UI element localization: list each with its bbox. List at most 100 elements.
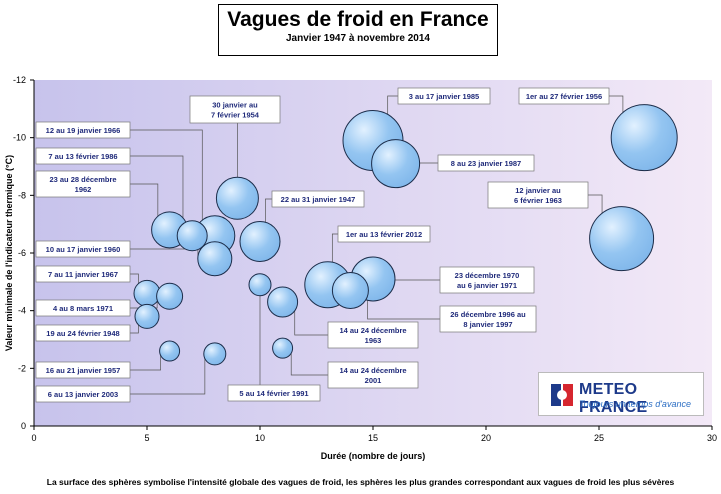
bubble-label-box (518, 87, 610, 105)
x-tick-label: 10 (255, 433, 265, 443)
bubble-label-text: 14 au 24 décembre (339, 366, 406, 375)
bubble-label-text: 4 au 8 mars 1971 (53, 304, 113, 313)
axes: 0 5 10 15 20 25 30 0 -2 -4 -6 -8 -10 -12 (13, 75, 717, 443)
bubble-label-text: 23 au 28 décembre (49, 175, 116, 184)
data-bubble (331, 271, 369, 309)
meteo-france-logo: METEO FRANCE Toujours un temps d'avance (538, 372, 704, 416)
bubble-label-box (189, 95, 281, 124)
y-tick-label: -12 (13, 75, 26, 85)
x-tick-label: 20 (481, 433, 491, 443)
x-tick-label: 15 (368, 433, 378, 443)
x-tick-label: 30 (707, 433, 717, 443)
data-bubble (267, 286, 299, 318)
bubble-label-text: 26 décembre 1996 au (450, 310, 526, 319)
bubble-label-box (271, 190, 365, 208)
y-tick-label: 0 (21, 421, 26, 431)
bubble-label-text: 5 au 14 février 1991 (239, 389, 308, 398)
y-tick-label: -8 (18, 190, 26, 200)
leader-line (609, 95, 624, 113)
bubble-label-box (439, 305, 537, 333)
bubbles (133, 104, 678, 366)
data-bubble (159, 340, 181, 362)
leader-line (130, 355, 161, 371)
bubble-label-text: 12 janvier au (515, 186, 561, 195)
data-bubble (156, 282, 184, 310)
bubble-label-box (35, 240, 131, 258)
bubble-label-box (35, 121, 131, 139)
bubble-label-box (327, 321, 419, 349)
bubble-label-text: 7 au 11 janvier 1967 (48, 270, 118, 279)
leader-line (130, 358, 206, 395)
logo-name: METEO FRANCE (579, 381, 648, 416)
bubble-label-box (35, 265, 131, 283)
bubble-label-text: 6 février 1963 (514, 196, 562, 205)
bubble-label-text: 23 décembre 1970 (455, 271, 520, 280)
data-bubble (133, 279, 161, 307)
leader-line (331, 233, 338, 263)
footnote: La surface des sphères symbolise l'inten… (46, 477, 675, 487)
bubble-label-text: 2001 (365, 376, 382, 385)
data-bubble (215, 176, 259, 220)
bubble-label-box (35, 299, 131, 317)
leader-line (265, 198, 272, 223)
leader-line (130, 155, 184, 224)
chart-subtitle: Janvier 1947 à novembre 2014 (286, 33, 430, 44)
data-bubble (589, 206, 655, 272)
bubble-label-text: au 6 janvier 1971 (457, 281, 517, 290)
meteo-france-logo-icon (551, 384, 573, 406)
leader-line (387, 95, 398, 115)
y-axis-label: Valeur minimale de l'indicateur thermiqu… (4, 155, 14, 351)
leader-line (588, 194, 603, 214)
bubble-label-box (35, 147, 131, 165)
bubble-label-box (337, 225, 431, 243)
bubble-label-text: 19 au 24 février 1948 (46, 329, 119, 338)
data-bubble (371, 139, 421, 189)
data-bubble (248, 273, 272, 297)
leader-line (290, 353, 328, 376)
data-bubble (134, 303, 160, 329)
x-axis-label: Durée (nombre de jours) (321, 451, 426, 461)
logo-tagline: Toujours un temps d'avance (579, 399, 691, 409)
bubble-label-text: 14 au 24 décembre (339, 326, 406, 335)
bubble-label-text: 1er au 13 février 2012 (346, 230, 422, 239)
bubble-label-text: 10 au 17 janvier 1960 (46, 245, 121, 254)
bubble-label-box (35, 385, 131, 403)
data-bubble (176, 220, 208, 252)
bubble-label-text: 7 au 13 février 1986 (48, 152, 117, 161)
bubble-label-box (227, 384, 321, 402)
title-box: Vagues de froid en France Janvier 1947 à… (218, 4, 498, 56)
bubble-label-box (35, 361, 131, 379)
bubble-label-text: 3 au 17 janvier 1985 (409, 92, 479, 101)
leader-line (294, 310, 328, 336)
data-bubble (272, 337, 294, 359)
bubble-label-box (327, 361, 419, 389)
bubble-label-box (439, 266, 535, 294)
x-tick-label: 0 (31, 433, 36, 443)
leader-line (130, 324, 139, 334)
leader-line (130, 183, 159, 217)
data-bubble (197, 241, 233, 277)
bubble-label-text: 1962 (75, 185, 92, 194)
bubble-label-text: 1963 (365, 336, 382, 345)
bubble-label-box (487, 181, 589, 209)
x-tick-label: 5 (144, 433, 149, 443)
bubble-label-text: 22 au 31 janvier 1947 (281, 195, 356, 204)
y-tick-label: -2 (18, 363, 26, 373)
leader-line (130, 129, 203, 221)
y-tick-label: -6 (18, 248, 26, 258)
bubble-label-text: 12 au 19 janvier 1966 (46, 126, 121, 135)
bubble-label-box (35, 324, 131, 342)
bubble-label-text: 8 janvier 1997 (463, 320, 512, 329)
bubble-label-text: 16 au 21 janvier 1957 (46, 366, 121, 375)
bubble-label-box (437, 154, 535, 172)
y-tick-label: -10 (13, 133, 26, 143)
bubble-label-box (397, 87, 491, 105)
chart-title: Vagues de froid en France (227, 8, 489, 31)
y-tick-label: -4 (18, 306, 26, 316)
leader-line (130, 273, 139, 284)
data-bubble (239, 220, 281, 262)
bubble-labels: 1er au 27 février 1956 3 au 17 janvier 19… (35, 87, 610, 403)
bubble-label-text: 6 au 13 janvier 2003 (48, 390, 118, 399)
data-bubble (203, 342, 227, 366)
